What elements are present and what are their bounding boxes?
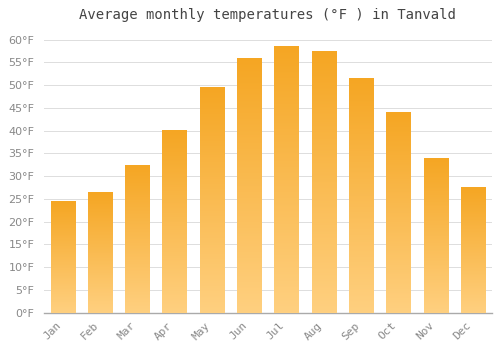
Bar (125, 165, 150, 313)
Bar (237, 58, 262, 313)
Bar (386, 112, 410, 313)
Bar (312, 51, 336, 313)
Bar (424, 158, 448, 313)
Bar (50, 201, 75, 313)
Bar (162, 131, 186, 313)
Bar (200, 88, 224, 313)
Bar (349, 78, 373, 313)
Title: Average monthly temperatures (°F ) in Tanvald: Average monthly temperatures (°F ) in Ta… (80, 8, 456, 22)
Bar (274, 46, 298, 313)
Bar (461, 188, 485, 313)
Bar (88, 192, 112, 313)
